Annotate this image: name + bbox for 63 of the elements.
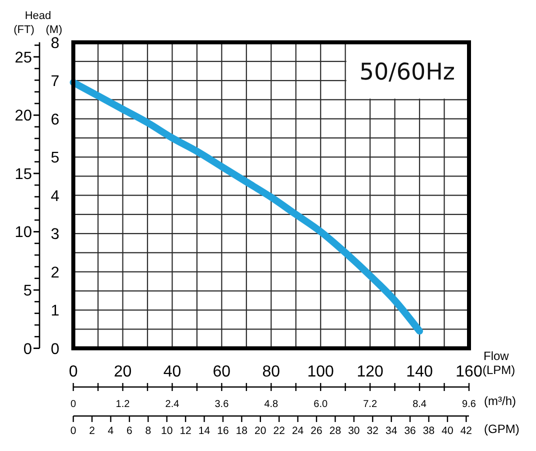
x2-tick-label: 4 [108,425,114,437]
text: 7.2 [363,399,378,410]
text: 0 [70,399,77,410]
x2-tick-label: 40 [442,425,454,437]
x2-tick-label: 2 [89,425,96,437]
x2-tick-label: 6 [126,425,133,437]
x2-tick-label: 26 [310,425,323,437]
x-tick-label: 160 [456,364,482,380]
x-axis-title: (LPM) [482,363,516,377]
text: (m³/h) [484,394,516,408]
text: 2.4 [165,399,180,410]
x2-tick-label: 36 [404,425,416,437]
y-tick-label: 2 [50,264,60,282]
x2-tick-label: 42 [460,425,472,437]
x-tick-label: 140 [406,364,433,380]
x2-tick-label: 0 [70,425,76,437]
x2-tick-label: 30 [348,425,360,437]
x2-tick-label: 38 [422,425,435,437]
x2-tick-label: 14 [198,425,210,437]
text: 8.4 [412,399,427,410]
y2-tick-label: 15 [14,166,32,183]
x2-axis-title: (GPM) [484,422,520,436]
x-tick-label: 60 [212,364,231,380]
text: 4.8 [264,399,279,410]
y2-tick-label: 0 [23,340,32,358]
x2-tick-label: 8 [145,425,152,437]
y2-tick-label: 25 [14,49,32,66]
y2-axis-title: (FT) [14,24,34,36]
y-tick-label: 1 [50,302,60,320]
y2-tick-label: 5 [23,282,32,300]
x2-tick-label: 34 [386,425,398,437]
text: Flow [484,349,510,363]
x2-tick-label: 22 [273,425,286,437]
text: 3.6 [214,399,230,410]
y-tick-label: 4 [50,188,60,205]
x2-tick-label: 24 [292,425,304,437]
y-tick-label: 7 [50,73,60,90]
y2-tick-label: 20 [14,108,32,125]
y-tick-label: 0 [50,340,60,358]
y-tick-label: 5 [50,150,60,167]
y-axis-title: (M) [46,24,62,36]
x2-tick-label: 20 [254,425,266,437]
x2-tick-label: 16 [217,425,229,437]
x-tick-label: 20 [114,364,132,380]
text: Head [24,10,52,22]
y2-tick-label: 10 [14,224,32,242]
x2-tick-label: 18 [236,425,248,437]
x-tick-label: 120 [356,364,384,380]
y-tick-label: 3 [50,226,60,244]
x2-tick-label: 10 [161,425,173,437]
text: 1.2 [116,399,130,410]
text: 6.0 [314,399,328,410]
text: 9.6 [462,399,476,410]
annotation: 50/60Hz [359,59,455,86]
x2-tick-label: 12 [180,425,192,437]
x-tick-label: 40 [163,364,182,380]
y-tick-label: 6 [50,111,60,128]
x-tick-label: 0 [68,364,78,380]
x-tick-label: 80 [262,364,280,380]
x2-tick-label: 32 [366,425,379,437]
x2-tick-label: 28 [329,425,342,437]
y-tick-label: 8 [50,34,60,52]
x-tick-label: 100 [307,364,334,380]
